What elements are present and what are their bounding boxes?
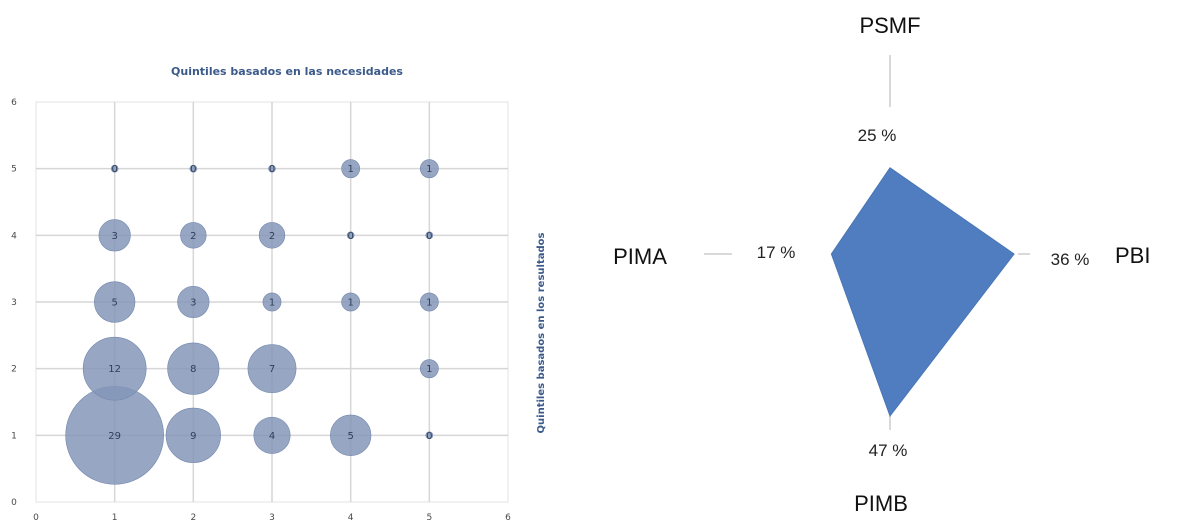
x-tick-label: 5	[426, 513, 432, 523]
bubble-value-label: 1	[269, 298, 275, 309]
radar-axis-label-pbi: PBI	[1115, 243, 1150, 268]
bubble-value-label: 0	[111, 164, 117, 175]
y-tick-label: 6	[11, 98, 17, 108]
bubble-value-label: 3	[190, 298, 196, 309]
bubble-value-label: 0	[426, 431, 432, 442]
bubble	[247, 344, 297, 394]
bubble-value-label: 1	[347, 164, 353, 175]
x-tick-label: 4	[348, 513, 354, 523]
bubble-value-label: 0	[269, 164, 275, 175]
radar-value-label-pima: 17 %	[757, 243, 796, 262]
bubble	[419, 159, 439, 179]
bubble	[165, 407, 221, 463]
bubble	[330, 414, 372, 456]
radar-axis-label-psmf: PSMF	[859, 13, 920, 38]
bubble	[268, 164, 276, 173]
bubble-value-label: 3	[111, 231, 117, 242]
radar-polygon-layer	[830, 167, 1015, 418]
bubble	[98, 219, 131, 252]
bubble	[341, 159, 361, 179]
bubble-value-label: 1	[426, 364, 432, 375]
bubble	[110, 164, 119, 173]
bubble-value-label: 0	[347, 231, 353, 242]
bubble	[253, 416, 291, 454]
bubble-value-label: 0	[190, 164, 196, 175]
radar-area	[830, 167, 1015, 418]
radar-axis-label-pimb: PIMB	[854, 491, 908, 516]
bubble-value-label: 1	[426, 298, 432, 309]
bubble-value-label: 1	[347, 298, 353, 309]
bubble	[419, 292, 439, 312]
radar-value-label-psmf: 25 %	[858, 126, 897, 145]
bubble	[82, 336, 147, 401]
radar-axes	[704, 55, 1030, 430]
bubble	[258, 222, 286, 249]
bubble-value-label: 9	[190, 431, 196, 442]
bubble	[180, 222, 207, 249]
radar-chart: PSMF 25 % PBI 36 % PIMB 47 % PIMA 17 %	[613, 13, 1150, 516]
radar-value-label-pbi: 36 %	[1051, 250, 1090, 269]
bubble-value-label: 12	[108, 364, 121, 375]
bubble	[177, 285, 210, 319]
x-tick-label: 0	[33, 513, 39, 523]
bubble-value-label: 5	[111, 298, 117, 309]
bubble-chart-title: Quintiles basados en las necesidades	[171, 65, 403, 78]
x-tick-label: 2	[190, 513, 196, 523]
bubble	[167, 342, 220, 395]
y-tick-label: 4	[11, 231, 17, 241]
y-tick-label: 5	[11, 165, 17, 175]
bubble-value-label: 7	[269, 364, 275, 375]
bubble-value-label: 2	[269, 231, 275, 242]
bubble-value-label: 8	[190, 364, 196, 375]
bubble-value-label: 1	[426, 164, 432, 175]
radar-value-label-pimb: 47 %	[869, 441, 908, 460]
x-tick-label: 6	[505, 513, 511, 523]
radar-labels: PSMF 25 % PBI 36 % PIMB 47 % PIMA 17 %	[613, 13, 1150, 516]
y-tick-label: 2	[11, 365, 17, 375]
bubble	[341, 292, 361, 312]
bubble	[189, 164, 198, 173]
bubble	[425, 231, 434, 240]
bubble	[419, 359, 439, 379]
bubble-value-label: 5	[347, 431, 353, 442]
bubble-value-label: 0	[426, 231, 432, 242]
y-tick-label: 3	[11, 298, 17, 308]
bubble-value-label: 29	[108, 431, 121, 442]
x-tick-label: 3	[269, 513, 275, 523]
bubble	[94, 281, 136, 323]
bubble	[346, 231, 355, 240]
bubble	[262, 292, 282, 312]
bubble-points: 29 9 4 5 0 12 8 7 1 5 3 1 1 1 3 2 2 0 0 0 0 0 1 1	[65, 159, 439, 485]
bubble-chart-y-axis-title: Quintiles basados en los resultados	[536, 232, 547, 433]
radar-axis-label-pima: PIMA	[613, 244, 667, 269]
bubble-value-label: 2	[190, 231, 196, 242]
y-tick-label: 0	[11, 498, 17, 508]
bubble-value-label: 4	[269, 431, 275, 442]
bubble	[425, 431, 434, 440]
y-tick-label: 1	[11, 431, 17, 441]
x-tick-label: 1	[112, 513, 118, 523]
